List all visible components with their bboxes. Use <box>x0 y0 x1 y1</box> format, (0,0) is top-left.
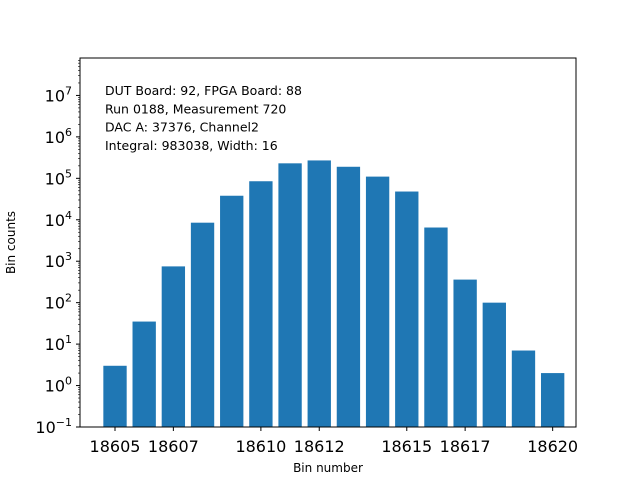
plot-frame <box>79 57 577 428</box>
bar-18612 <box>307 160 331 427</box>
x-tick-label: 18610 <box>235 437 286 456</box>
y-axis-ticks: 10−1 100 101 102 103 104 105 106 107 <box>35 84 80 437</box>
bars-group <box>103 160 565 427</box>
y-tick-label: 103 <box>45 250 72 271</box>
y-tick-label: 106 <box>45 126 72 147</box>
annotation-line: DUT Board: 92, FPGA Board: 88 <box>105 83 302 98</box>
y-tick-label: 105 <box>45 167 72 188</box>
y-tick-label: 107 <box>45 84 72 105</box>
y-tick-label: 102 <box>45 292 72 313</box>
x-tick-label: 18617 <box>440 437 491 456</box>
bar-18606 <box>132 321 156 427</box>
x-axis-ticks: 18605 18607 18610 18612 18615 18617 18620 <box>90 427 578 456</box>
bar-18608 <box>190 222 215 427</box>
annotation-box: DUT Board: 92, FPGA Board: 88 Run 0188, M… <box>105 83 302 153</box>
y-tick-label: 10−1 <box>35 416 72 437</box>
bar-18617 <box>453 279 477 427</box>
bar-18616 <box>424 227 448 427</box>
x-tick-label: 18607 <box>148 437 199 456</box>
bar-18610 <box>249 181 273 427</box>
bar-18611 <box>278 163 302 427</box>
y-tick-label: 104 <box>45 209 72 230</box>
bar-18605 <box>103 365 127 427</box>
x-tick-label: 18612 <box>294 437 345 456</box>
x-tick-label: 18605 <box>90 437 141 456</box>
x-axis-label: Bin number <box>293 461 363 475</box>
bar-18618 <box>482 302 506 427</box>
annotation-line: Integral: 983038, Width: 16 <box>105 138 278 153</box>
bar-18609 <box>220 195 244 427</box>
y-tick-label: 101 <box>45 333 72 354</box>
y-tick-label: 100 <box>45 375 72 396</box>
annotation-line: DAC A: 37376, Channel2 <box>105 120 259 135</box>
x-tick-label: 18615 <box>381 437 432 456</box>
bar-18619 <box>511 350 536 427</box>
bar-18615 <box>395 191 419 427</box>
x-tick-label: 18620 <box>527 437 578 456</box>
bar-18620 <box>540 373 565 427</box>
bar-18613 <box>336 166 361 427</box>
y-axis-label: Bin counts <box>4 211 18 274</box>
annotation-line: Run 0188, Measurement 720 <box>105 101 286 116</box>
bar-18614 <box>365 176 390 427</box>
bar-18607 <box>161 266 186 427</box>
